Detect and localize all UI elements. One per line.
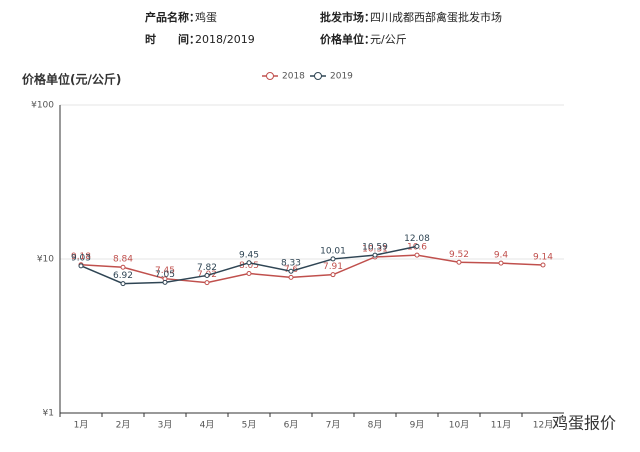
data-label: 9.03 <box>71 253 91 263</box>
point <box>498 260 504 266</box>
x-tick-label: 10月 <box>449 420 469 431</box>
y-axis-title: 价格单位(元/公斤) <box>22 72 121 87</box>
y-tick-label: ¥10 <box>37 255 54 265</box>
data-label: 9.18 <box>71 252 91 262</box>
data-label: 7.91 <box>323 262 343 272</box>
point <box>246 260 252 266</box>
point <box>204 272 210 278</box>
data-label: 8.33 <box>281 259 301 269</box>
x-tick-label: 3月 <box>158 420 173 431</box>
data-label: 9.52 <box>449 250 469 260</box>
y-tick-label: ¥1 <box>43 409 54 419</box>
x-tick-label: 1月 <box>74 420 89 431</box>
point <box>78 263 84 269</box>
point <box>456 259 462 265</box>
point <box>246 271 252 277</box>
x-tick-label: 2月 <box>116 420 131 431</box>
x-tick-label: 8月 <box>368 420 383 431</box>
field-value: 四川成都西部禽蛋批发市场 <box>370 10 502 24</box>
point <box>330 272 336 278</box>
watermark: 鸡蛋报价 <box>552 414 616 433</box>
point <box>204 280 210 286</box>
legend-label: 2018 <box>282 72 305 82</box>
data-label: 7.82 <box>197 263 217 273</box>
field-label: 产品名称： <box>145 10 200 24</box>
data-label: 12.08 <box>404 234 430 244</box>
data-label: 9.14 <box>533 253 553 263</box>
point <box>120 264 126 270</box>
point <box>288 274 294 280</box>
point <box>288 268 294 274</box>
data-label: 8.84 <box>113 255 133 265</box>
legend-label: 2019 <box>330 72 353 82</box>
x-tick-label: 12月 <box>533 420 553 431</box>
data-label: 8.05 <box>239 261 259 271</box>
data-label: 9.4 <box>494 251 509 261</box>
point <box>120 281 126 287</box>
data-label: 10.59 <box>362 243 388 253</box>
point <box>540 262 546 268</box>
x-tick-label: 4月 <box>200 420 215 431</box>
data-label: 7.45 <box>155 266 175 276</box>
y-tick-label: ¥100 <box>31 101 54 111</box>
data-label: 7.05 <box>155 270 175 280</box>
x-tick-label: 5月 <box>242 420 257 431</box>
line <box>80 254 544 284</box>
data-label: 10.01 <box>320 246 346 256</box>
x-tick-label: 7月 <box>326 420 341 431</box>
point <box>372 252 378 258</box>
field-value: 元/公斤 <box>370 33 407 46</box>
field-value: 2018/2019 <box>195 33 255 46</box>
field-label: 批发市场： <box>320 10 375 24</box>
point <box>414 243 420 249</box>
field-label: 价格单位： <box>320 32 375 46</box>
point <box>330 256 336 262</box>
data-label: 10.31 <box>362 244 388 254</box>
x-tick-label: 6月 <box>284 420 299 431</box>
point <box>162 279 168 285</box>
field-label: 时 间： <box>145 32 200 46</box>
legend-marker <box>314 72 322 80</box>
data-label: 6.92 <box>113 271 133 281</box>
legend-marker <box>266 72 274 80</box>
x-tick-label: 11月 <box>491 420 511 431</box>
field-value: 鸡蛋 <box>195 10 217 24</box>
x-tick-label: 9月 <box>410 420 425 431</box>
point <box>414 252 420 258</box>
data-label: 9.45 <box>239 250 259 260</box>
